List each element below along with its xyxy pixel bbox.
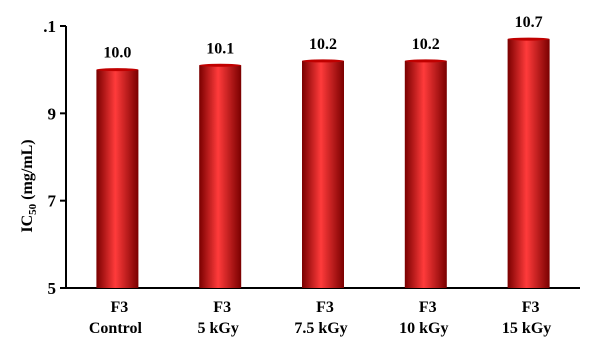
x-tick-label-line2: 15 kGy xyxy=(502,320,551,337)
y-axis-title-subscript: 50 xyxy=(27,203,39,215)
value-label: 10.2 xyxy=(309,36,337,53)
bar xyxy=(199,65,242,288)
bar xyxy=(302,60,344,288)
bar-cap xyxy=(96,68,139,72)
x-tick-label-line2: 5 kGy xyxy=(198,320,239,337)
bar-cap xyxy=(507,37,550,41)
bar-cap xyxy=(302,59,344,63)
value-labels: 10.0 10.1 10.2 10.2 10.7 xyxy=(103,14,542,62)
bar xyxy=(404,60,447,288)
y-tick-label: 5 xyxy=(48,279,57,298)
value-label: 10.2 xyxy=(412,36,440,53)
y-axis: 579.1 xyxy=(43,17,67,298)
y-tick-label: 9 xyxy=(48,104,57,123)
value-label: 10.7 xyxy=(515,14,543,31)
bar-cap xyxy=(404,59,447,63)
x-tick-label-line1: F3 xyxy=(111,299,129,316)
y-tick-label: .1 xyxy=(43,17,56,36)
value-label: 10.1 xyxy=(206,40,234,57)
x-tick-label-line1: F3 xyxy=(316,299,334,316)
y-tick-label: 7 xyxy=(48,192,57,211)
x-tick-label-line1: F3 xyxy=(213,299,231,316)
bar xyxy=(96,69,139,289)
x-tick-label-line1: F3 xyxy=(522,299,540,316)
x-tick-label-line2: Control xyxy=(89,320,143,337)
x-tick-label-line2: 10 kGy xyxy=(399,320,448,337)
bar-cap xyxy=(199,63,242,67)
bar xyxy=(507,39,550,288)
y-axis-title-unit: (mg/mL) xyxy=(19,139,36,203)
y-axis-title-main: IC xyxy=(19,215,36,233)
y-axis-title: IC50 (mg/mL) xyxy=(19,139,39,232)
x-tick-label-line1: F3 xyxy=(419,299,437,316)
x-tick-labels: F3 Control F3 5 kGy F3 7.5 kGy F3 10 kGy F3 15 kG… xyxy=(89,299,551,337)
x-tick-label-line2: 7.5 kGy xyxy=(294,320,347,337)
value-label: 10.0 xyxy=(103,45,131,62)
bars xyxy=(96,37,550,289)
